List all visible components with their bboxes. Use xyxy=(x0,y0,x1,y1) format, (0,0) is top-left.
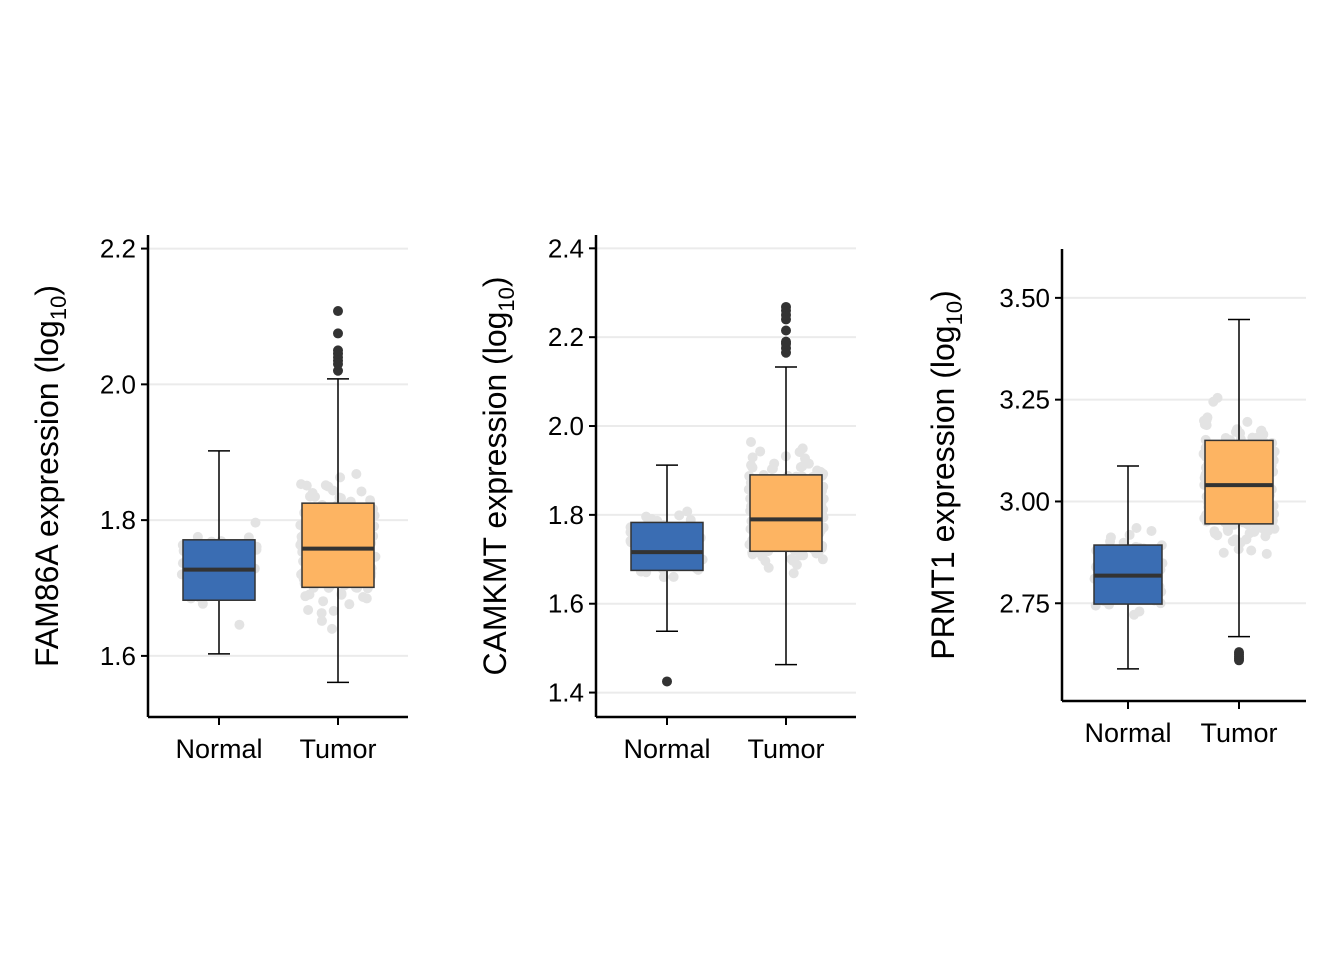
x-tick-label: Normal xyxy=(1084,718,1171,748)
panel-prmt1: 2.75 3.00 3.25 3.50 Normal Tumor PRMT1 express… xyxy=(925,249,1306,748)
panel-camkmt: 1.4 1.6 1.8 2.0 2.2 2.4 Normal Tumor CAMKMT expr… xyxy=(477,233,856,764)
jitter-point xyxy=(747,452,758,463)
jitter-point xyxy=(812,465,823,476)
jitter-point xyxy=(795,462,806,473)
outlier-point xyxy=(333,345,343,356)
box-tumor xyxy=(749,474,823,553)
jitter-point xyxy=(1230,534,1241,545)
jitter-point xyxy=(358,592,369,603)
x-tick-label: Tumor xyxy=(1200,718,1277,748)
jitter-point xyxy=(1244,528,1255,539)
box-tumor xyxy=(1204,439,1274,525)
jitter-point xyxy=(1208,396,1219,407)
jitter-point xyxy=(755,446,766,457)
jitter-point xyxy=(767,463,778,474)
outlier-point xyxy=(662,676,672,687)
y-tick-label: 1.4 xyxy=(548,678,584,708)
jitter-point xyxy=(351,469,362,480)
jitter-point xyxy=(1201,414,1212,425)
jitter-point xyxy=(328,605,339,616)
y-axis-title: CAMKMT expression (log10) xyxy=(477,276,519,675)
jitter-point xyxy=(1222,524,1233,535)
jitter-point xyxy=(794,447,805,458)
jitter-point xyxy=(1124,529,1135,540)
y-tick-label: 2.2 xyxy=(100,234,136,264)
jitter-point xyxy=(1218,547,1229,558)
jitter-point xyxy=(1256,425,1267,436)
jitter-point xyxy=(787,555,798,566)
y-tick-label: 1.8 xyxy=(548,500,584,530)
jitter-point xyxy=(327,623,338,634)
x-tick-label: Normal xyxy=(623,734,710,764)
panel-fam86a: 1.6 1.8 2.0 2.2 Normal Tumor FAM86A expression… xyxy=(29,234,408,764)
jitter-point xyxy=(788,568,799,579)
x-tick-label: Tumor xyxy=(747,734,824,764)
jitter-point xyxy=(304,589,315,600)
box-normal xyxy=(630,521,704,572)
jitter-point xyxy=(301,480,312,491)
jitter-point xyxy=(344,599,355,610)
jitter-point xyxy=(1146,525,1157,536)
y-axis-title: FAM86A expression (log10) xyxy=(29,285,71,667)
jitter-point xyxy=(1212,530,1223,541)
jitter-point xyxy=(234,619,245,630)
jitter-point xyxy=(356,486,367,497)
jitter-point xyxy=(674,510,685,521)
y-tick-label: 3.00 xyxy=(999,486,1050,516)
outlier-point xyxy=(333,328,343,339)
y-tick-label: 2.0 xyxy=(100,369,136,399)
jitter-point xyxy=(746,460,757,471)
jitter-point xyxy=(320,480,331,491)
jitter-point xyxy=(1260,531,1271,542)
jitter-point xyxy=(305,491,316,502)
y-tick-label: 2.75 xyxy=(999,588,1050,618)
outlier-point xyxy=(781,336,791,347)
outlier-point xyxy=(781,301,791,312)
outlier-point xyxy=(781,325,791,336)
y-tick-label: 1.6 xyxy=(548,589,584,619)
jitter-point xyxy=(250,517,261,528)
jitter-point xyxy=(303,604,314,615)
jitter-point xyxy=(641,511,652,522)
jitter-point xyxy=(316,608,327,619)
jitter-point xyxy=(668,571,679,582)
y-tick-label: 1.8 xyxy=(100,505,136,535)
y-tick-label: 3.25 xyxy=(999,385,1050,415)
jitter-point xyxy=(682,506,693,517)
jitter-point xyxy=(1134,606,1145,617)
y-tick-label: 2.2 xyxy=(548,322,584,352)
outlier-point xyxy=(333,306,343,317)
jitter-point xyxy=(1131,522,1142,533)
jitter-point xyxy=(1242,416,1253,427)
jitter-point xyxy=(335,472,346,483)
y-tick-label: 2.4 xyxy=(548,233,584,263)
jitter-point xyxy=(316,615,327,626)
jitter-point xyxy=(745,437,756,448)
x-tick-label: Normal xyxy=(175,734,262,764)
jitter-point xyxy=(763,562,774,573)
y-axis-title: PRMT1 expression (log10) xyxy=(925,290,967,659)
box-tumor xyxy=(301,502,375,589)
jitter-point xyxy=(1246,545,1257,556)
jitter-point xyxy=(318,596,329,607)
x-tick-label: Tumor xyxy=(299,734,376,764)
outlier-point xyxy=(1234,647,1244,658)
jitter-point xyxy=(1105,536,1116,547)
y-tick-label: 1.6 xyxy=(100,641,136,671)
jitter-point xyxy=(336,588,347,599)
jitter-point xyxy=(334,492,345,503)
y-tick-label: 2.0 xyxy=(548,411,584,441)
y-tick-label: 3.50 xyxy=(999,283,1050,313)
jitter-point xyxy=(1261,548,1272,559)
